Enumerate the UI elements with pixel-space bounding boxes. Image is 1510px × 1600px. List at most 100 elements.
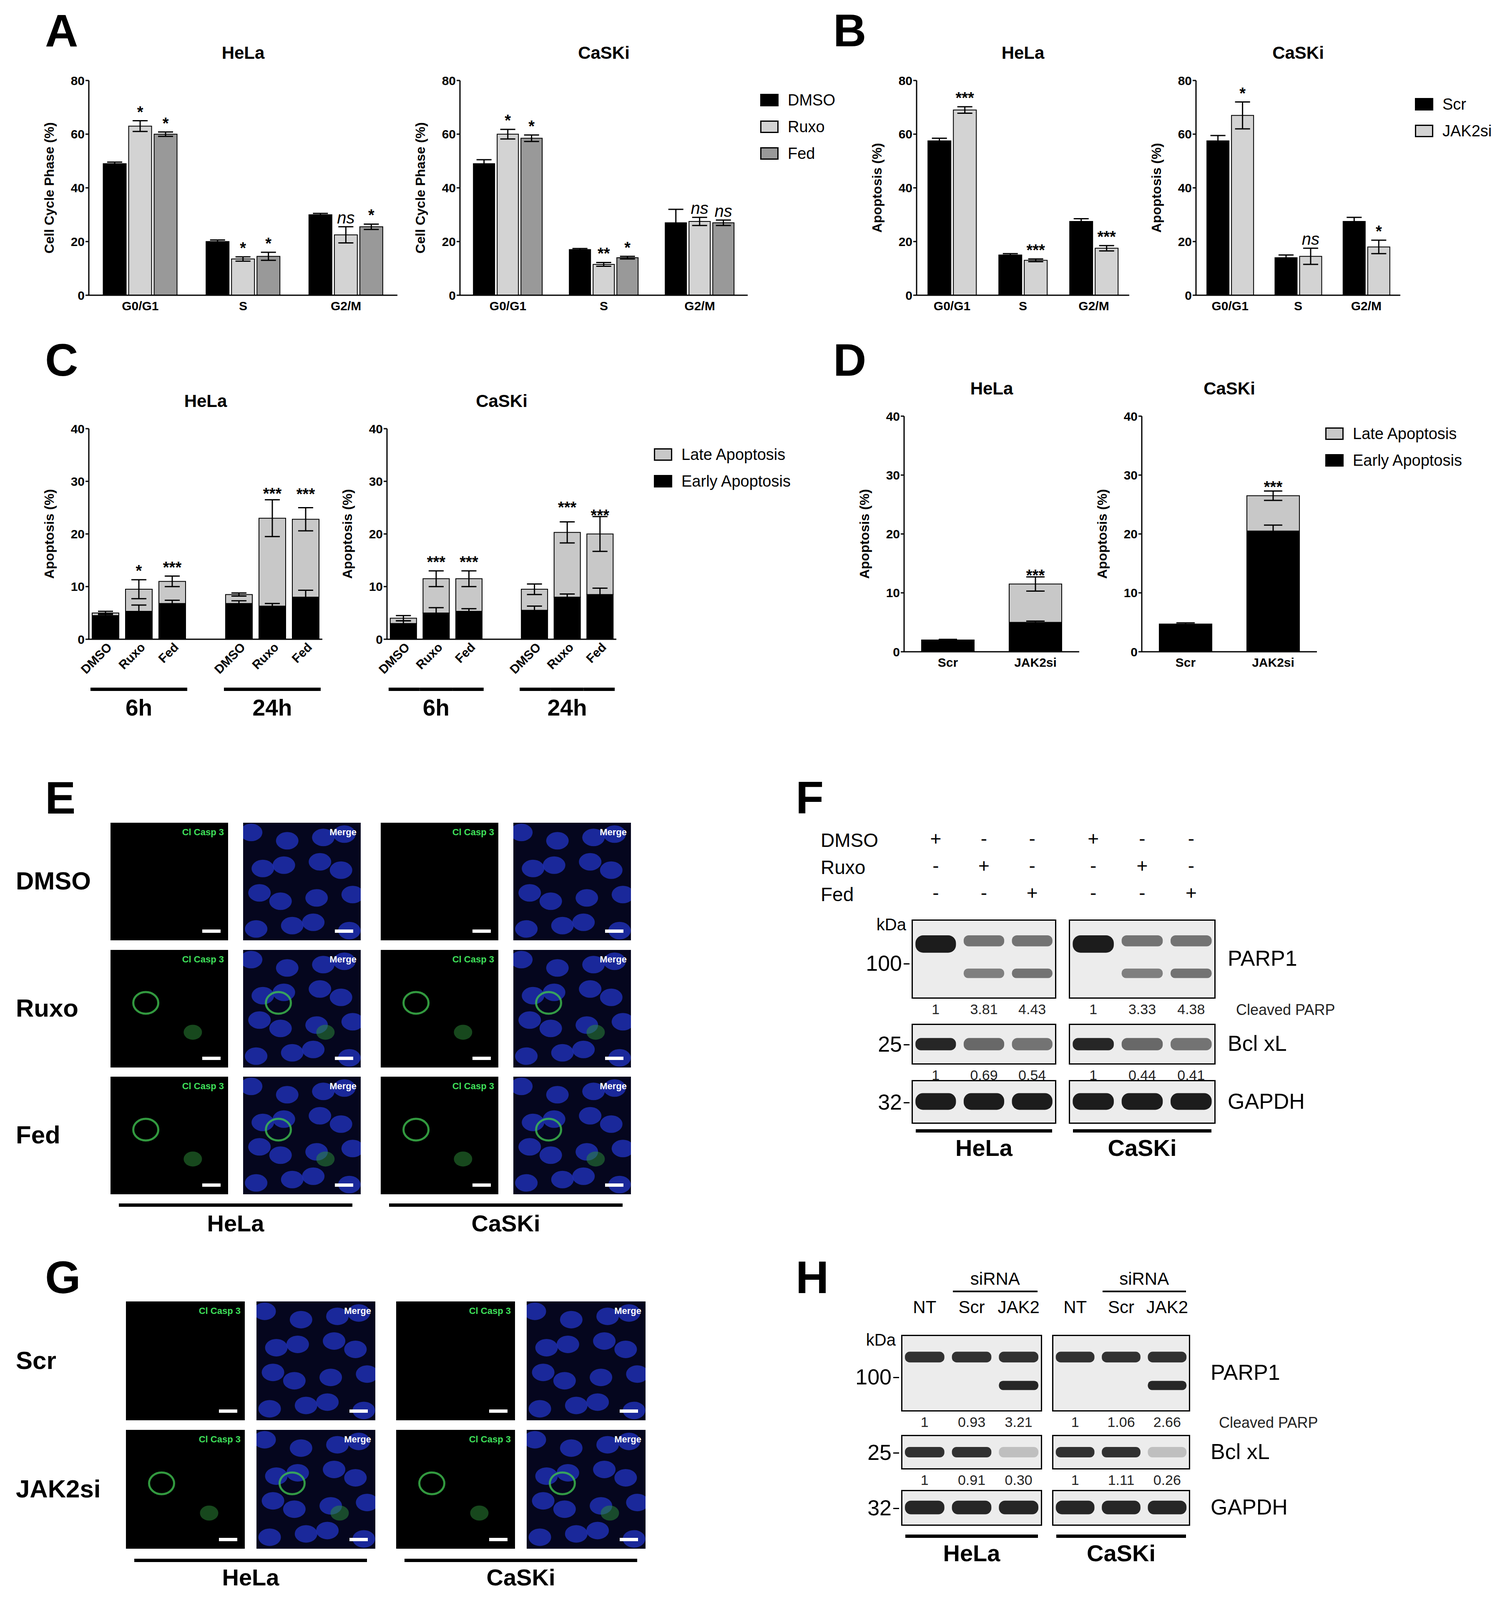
svg-text:Cl Casp 3: Cl Casp 3 bbox=[182, 954, 224, 965]
svg-text:Merge: Merge bbox=[599, 826, 627, 838]
svg-text:***: *** bbox=[1026, 241, 1046, 259]
svg-text:S: S bbox=[1293, 298, 1303, 313]
svg-text:G0/G1: G0/G1 bbox=[121, 298, 159, 313]
svg-text:40: 40 bbox=[1178, 180, 1192, 195]
svg-text:Ruxo: Ruxo bbox=[413, 640, 445, 672]
svg-text:G2/M: G2/M bbox=[1078, 298, 1109, 313]
svg-text:G2/M: G2/M bbox=[684, 298, 715, 313]
svg-text:Fed: Fed bbox=[155, 640, 181, 666]
svg-text:24h: 24h bbox=[252, 694, 293, 721]
svg-text:Merge: Merge bbox=[344, 1434, 372, 1445]
svg-text:Merge: Merge bbox=[329, 1080, 357, 1092]
svg-text:***: *** bbox=[459, 553, 479, 571]
svg-text:Cl Casp 3: Cl Casp 3 bbox=[182, 826, 224, 838]
svg-text:0: 0 bbox=[448, 288, 456, 303]
svg-text:*: * bbox=[137, 103, 144, 121]
svg-text:10: 10 bbox=[1123, 585, 1138, 600]
svg-text:30: 30 bbox=[886, 468, 900, 483]
svg-text:***: *** bbox=[1026, 566, 1046, 585]
svg-text:Merge: Merge bbox=[599, 1080, 627, 1092]
svg-text:*: * bbox=[265, 234, 272, 253]
svg-text:40: 40 bbox=[886, 409, 900, 424]
svg-text:***: *** bbox=[427, 553, 446, 571]
svg-text:Apoptosis (%): Apoptosis (%) bbox=[41, 489, 57, 579]
svg-text:*: * bbox=[1239, 84, 1246, 103]
svg-text:Merge: Merge bbox=[599, 954, 627, 965]
svg-text:80: 80 bbox=[1178, 73, 1192, 88]
svg-text:Merge: Merge bbox=[614, 1305, 642, 1317]
svg-text:40: 40 bbox=[70, 180, 85, 195]
svg-text:60: 60 bbox=[442, 127, 456, 141]
svg-text:40: 40 bbox=[1123, 409, 1138, 424]
svg-text:40: 40 bbox=[70, 422, 85, 436]
svg-text:Merge: Merge bbox=[344, 1305, 372, 1317]
svg-text:Merge: Merge bbox=[329, 954, 357, 965]
svg-text:ns: ns bbox=[690, 198, 709, 218]
svg-text:Cl Casp 3: Cl Casp 3 bbox=[198, 1305, 241, 1317]
svg-text:***: *** bbox=[590, 506, 610, 525]
svg-text:DMSO: DMSO bbox=[211, 640, 248, 677]
svg-text:60: 60 bbox=[898, 127, 913, 141]
svg-text:S: S bbox=[238, 298, 248, 313]
svg-text:80: 80 bbox=[70, 73, 85, 88]
svg-text:Cl Casp 3: Cl Casp 3 bbox=[452, 954, 495, 965]
svg-text:JAK2si: JAK2si bbox=[1014, 655, 1057, 670]
svg-text:***: *** bbox=[296, 485, 316, 503]
svg-text:S: S bbox=[599, 298, 609, 313]
svg-text:Apoptosis (%): Apoptosis (%) bbox=[856, 489, 872, 579]
svg-text:0: 0 bbox=[892, 645, 900, 659]
svg-text:0: 0 bbox=[905, 288, 913, 303]
svg-text:Apoptosis (%): Apoptosis (%) bbox=[1148, 143, 1164, 233]
svg-text:Merge: Merge bbox=[329, 826, 357, 838]
svg-text:24h: 24h bbox=[547, 694, 588, 721]
svg-text:Fed: Fed bbox=[452, 640, 478, 666]
svg-text:G2/M: G2/M bbox=[1351, 298, 1382, 313]
svg-text:0: 0 bbox=[1130, 645, 1138, 659]
svg-text:*: * bbox=[1375, 222, 1382, 241]
svg-text:***: *** bbox=[263, 484, 282, 503]
svg-text:***: *** bbox=[955, 89, 975, 107]
svg-text:*: * bbox=[624, 238, 631, 257]
svg-text:20: 20 bbox=[442, 234, 456, 249]
svg-text:G0/G1: G0/G1 bbox=[489, 298, 527, 313]
svg-text:*: * bbox=[368, 206, 375, 224]
svg-text:JAK2si: JAK2si bbox=[1251, 655, 1295, 670]
svg-text:80: 80 bbox=[442, 73, 456, 88]
svg-text:Cl Casp 3: Cl Casp 3 bbox=[198, 1434, 241, 1445]
svg-text:Ruxo: Ruxo bbox=[544, 640, 576, 672]
svg-text:*: * bbox=[135, 562, 143, 580]
svg-text:*: * bbox=[528, 117, 535, 136]
svg-text:*: * bbox=[162, 114, 169, 133]
svg-text:Ruxo: Ruxo bbox=[115, 640, 148, 672]
svg-text:10: 10 bbox=[70, 579, 85, 594]
svg-text:Scr: Scr bbox=[937, 655, 959, 670]
svg-text:S: S bbox=[1018, 298, 1028, 313]
svg-text:20: 20 bbox=[886, 527, 900, 541]
svg-text:Scr: Scr bbox=[1175, 655, 1196, 670]
svg-text:30: 30 bbox=[369, 474, 383, 489]
svg-text:60: 60 bbox=[1178, 127, 1192, 141]
svg-text:20: 20 bbox=[1123, 527, 1138, 541]
svg-text:10: 10 bbox=[886, 585, 900, 600]
svg-text:Cl Casp 3: Cl Casp 3 bbox=[452, 1080, 495, 1092]
svg-text:30: 30 bbox=[70, 474, 85, 489]
svg-text:60: 60 bbox=[70, 127, 85, 141]
svg-text:0: 0 bbox=[77, 288, 85, 303]
svg-text:80: 80 bbox=[898, 73, 913, 88]
svg-text:ns: ns bbox=[1301, 229, 1320, 249]
svg-text:10: 10 bbox=[369, 579, 383, 594]
svg-text:**: ** bbox=[597, 244, 611, 263]
svg-text:*: * bbox=[239, 239, 247, 257]
svg-text:40: 40 bbox=[442, 180, 456, 195]
svg-text:***: *** bbox=[557, 498, 577, 517]
svg-text:Ruxo: Ruxo bbox=[249, 640, 282, 672]
svg-text:40: 40 bbox=[369, 422, 383, 436]
svg-text:Cl Casp 3: Cl Casp 3 bbox=[469, 1434, 511, 1445]
svg-text:30: 30 bbox=[1123, 468, 1138, 483]
svg-text:0: 0 bbox=[77, 632, 85, 647]
svg-text:***: *** bbox=[1097, 228, 1117, 246]
svg-text:***: *** bbox=[1263, 478, 1283, 496]
svg-text:Fed: Fed bbox=[583, 640, 609, 666]
svg-text:ns: ns bbox=[714, 201, 733, 221]
svg-text:ns: ns bbox=[336, 208, 355, 227]
